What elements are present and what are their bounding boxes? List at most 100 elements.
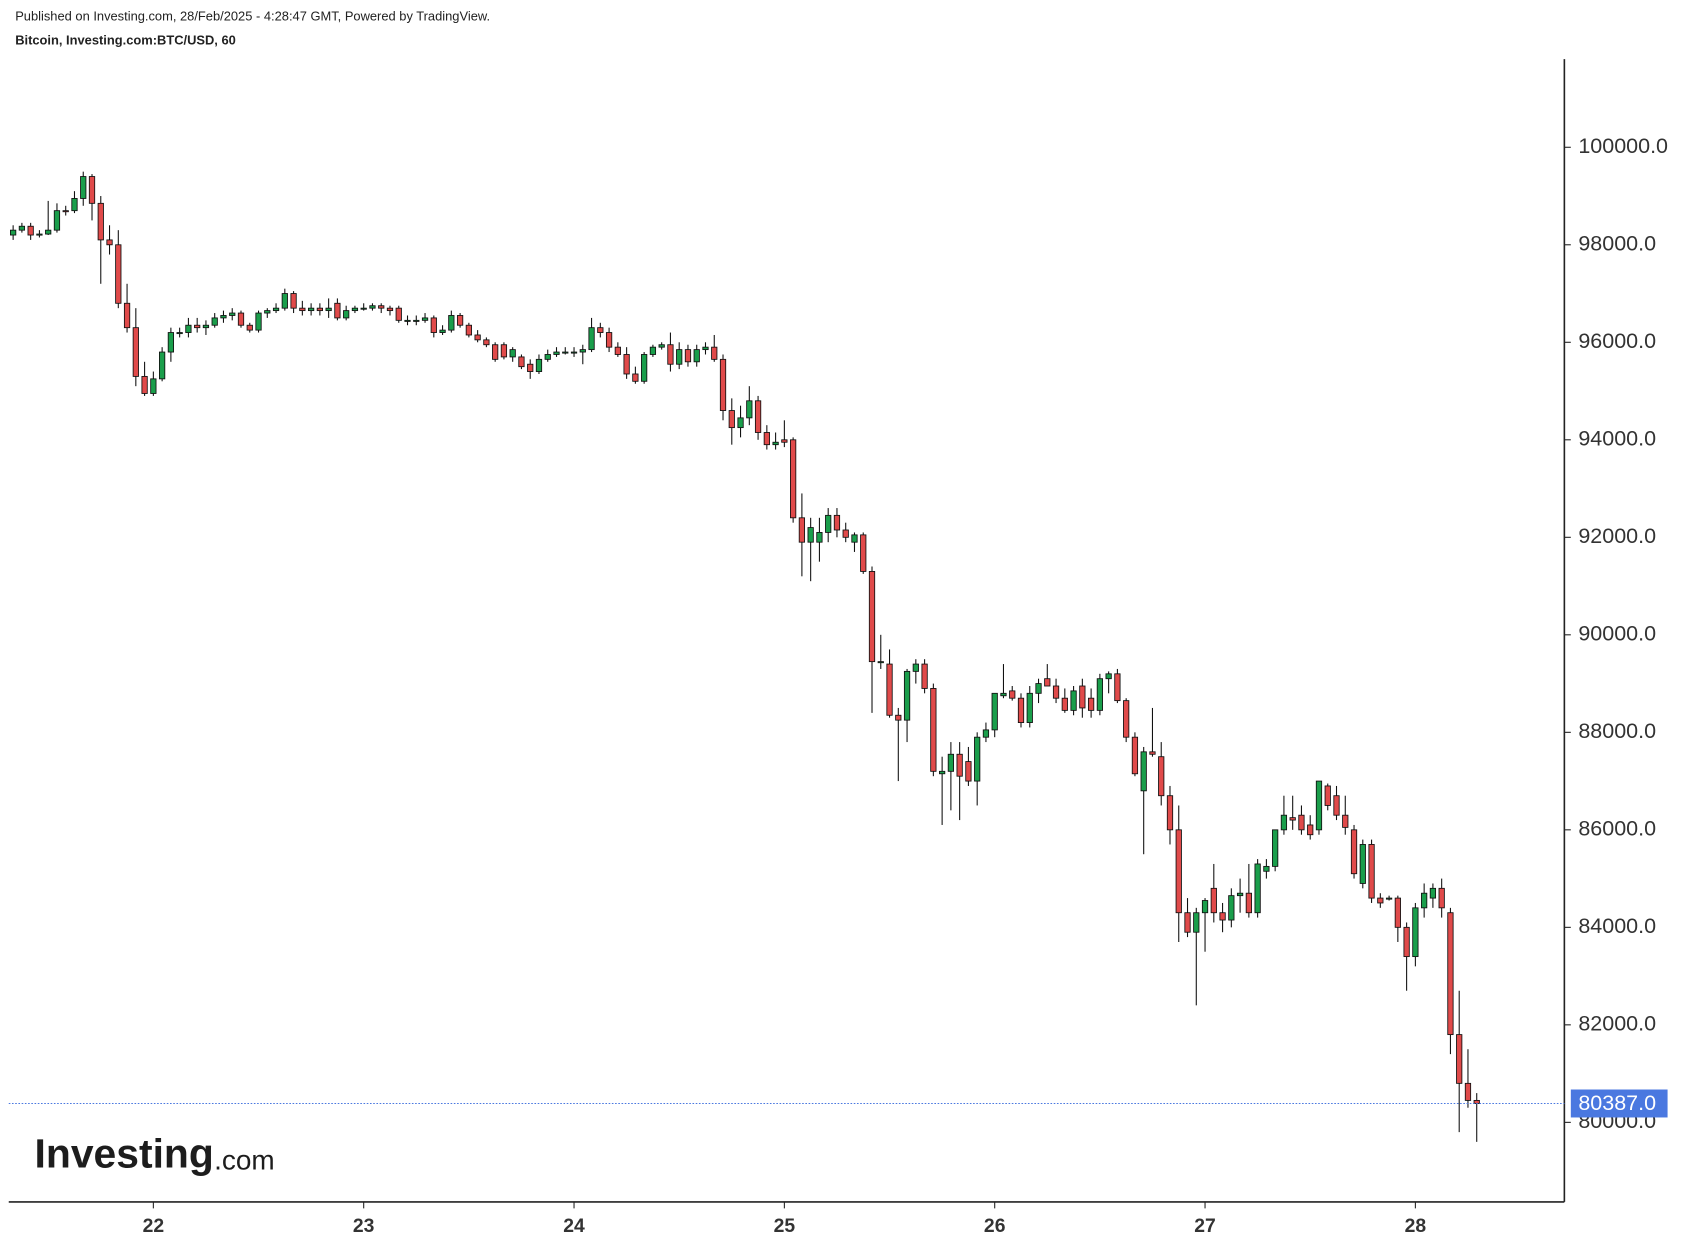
candle-body xyxy=(939,770,946,775)
candle-body xyxy=(123,302,131,329)
candle-body xyxy=(658,344,665,348)
candle-body xyxy=(649,346,657,355)
candle-body xyxy=(456,315,464,326)
candle-body xyxy=(1000,692,1007,697)
candle-body xyxy=(1263,865,1270,872)
candle-body xyxy=(667,344,674,365)
candle-body xyxy=(509,349,516,358)
candle-body xyxy=(229,312,236,316)
candle-body xyxy=(150,378,157,394)
candle-body xyxy=(1403,926,1410,958)
candle-body xyxy=(1464,1082,1472,1101)
y-tick-label: 88000.0 xyxy=(1578,719,1656,743)
candle-body xyxy=(465,324,472,336)
candle-body xyxy=(1158,756,1165,797)
candle-body xyxy=(500,344,508,358)
candle-body xyxy=(728,410,735,429)
candle-body xyxy=(88,176,96,204)
candle-body xyxy=(1052,685,1060,699)
candle-body xyxy=(737,417,744,429)
candle-body xyxy=(1026,692,1033,724)
x-tick-label: 25 xyxy=(774,1215,796,1237)
candle-body xyxy=(1096,678,1103,711)
candle-body xyxy=(965,761,972,782)
candle-body xyxy=(579,349,586,353)
candle-body xyxy=(991,692,998,731)
candle-body xyxy=(290,293,297,309)
candle-body xyxy=(1114,673,1121,702)
candle-body xyxy=(1149,751,1156,755)
candle-body xyxy=(974,736,981,782)
candle-body xyxy=(211,317,218,326)
candle-body xyxy=(772,441,779,446)
candle-body xyxy=(474,334,481,341)
candle-body xyxy=(1385,897,1393,900)
candle-body xyxy=(1166,795,1174,831)
candle-body xyxy=(430,317,437,333)
candle-body xyxy=(570,351,578,354)
candle-body xyxy=(1350,829,1358,875)
candle-body xyxy=(71,198,78,212)
candle-body xyxy=(1201,900,1209,914)
candle-body xyxy=(1236,892,1244,897)
candle-body xyxy=(1280,814,1288,831)
candle-body xyxy=(1184,912,1191,933)
candle-body xyxy=(641,354,648,382)
candle-body xyxy=(746,400,753,419)
candle-body xyxy=(325,307,332,312)
candle-body xyxy=(1421,892,1428,909)
candle-body xyxy=(763,432,770,446)
candle-body xyxy=(527,363,534,372)
candle-body xyxy=(597,327,604,333)
candle-body xyxy=(947,753,955,772)
candle-body xyxy=(1140,751,1147,792)
candle-body xyxy=(1079,685,1086,709)
candle-body xyxy=(903,670,911,721)
y-tick-label: 90000.0 xyxy=(1578,621,1656,645)
x-tick-label: 28 xyxy=(1405,1215,1427,1237)
candle-body xyxy=(386,307,394,312)
candle-body xyxy=(334,302,341,319)
candle-body xyxy=(80,176,87,199)
candle-body xyxy=(956,753,963,777)
candle-body xyxy=(18,225,26,231)
candle-body xyxy=(36,233,43,236)
candle-body xyxy=(693,349,700,363)
candle-body xyxy=(1429,887,1437,899)
x-tick-label: 24 xyxy=(563,1215,585,1237)
candle-body xyxy=(1394,897,1401,928)
candle-body xyxy=(159,351,166,380)
candle-body xyxy=(106,239,113,246)
candle-body xyxy=(299,307,306,312)
candle-body xyxy=(307,307,315,312)
candle-body xyxy=(404,319,411,322)
candle-body xyxy=(1272,829,1279,867)
candle-body xyxy=(544,354,551,360)
candle-body xyxy=(1245,892,1252,914)
candle-body xyxy=(351,307,359,312)
candle-body xyxy=(912,663,919,672)
y-tick-label: 96000.0 xyxy=(1578,329,1656,353)
candle-body xyxy=(10,229,17,236)
candle-body xyxy=(684,349,692,363)
candle-body xyxy=(237,312,245,326)
candle-body xyxy=(798,517,806,543)
candle-body xyxy=(281,293,288,309)
candle-body xyxy=(1412,907,1419,958)
y-tick-label: 98000.0 xyxy=(1578,231,1656,255)
candle-body xyxy=(816,532,823,543)
candle-body xyxy=(535,358,543,372)
candle-body xyxy=(781,439,788,443)
x-tick-label: 23 xyxy=(353,1215,375,1237)
candle-body xyxy=(1333,795,1340,816)
candle-body xyxy=(1061,697,1068,711)
y-tick-label: 86000.0 xyxy=(1578,817,1656,841)
candle-body xyxy=(719,358,727,411)
candle-body xyxy=(1456,1034,1463,1084)
candle-body xyxy=(1342,814,1349,828)
candle-body xyxy=(141,375,148,394)
y-tick-label: 100000.0 xyxy=(1578,134,1668,158)
last-price-box xyxy=(1570,1089,1668,1118)
candle-body xyxy=(220,315,227,319)
